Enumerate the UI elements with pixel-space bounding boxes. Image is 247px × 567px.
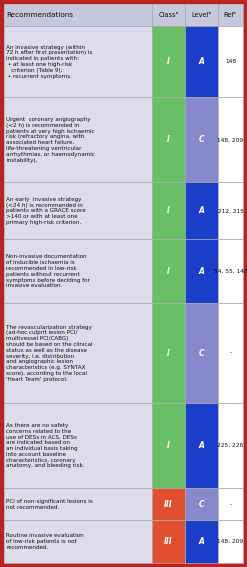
Bar (4, 239, 152, 303)
Bar (152, 26, 185, 97)
Bar (4, 303, 152, 403)
Bar (152, 183, 185, 239)
Bar (185, 403, 218, 488)
Text: C: C (199, 136, 204, 144)
Text: 54, 55, 148: 54, 55, 148 (214, 269, 247, 274)
Bar (185, 303, 218, 403)
Bar (185, 26, 218, 97)
Text: I: I (167, 136, 170, 144)
Text: I: I (167, 267, 170, 276)
Bar (218, 97, 243, 183)
Bar (4, 26, 152, 97)
Text: I: I (167, 57, 170, 66)
Bar (4, 4, 152, 26)
Bar (218, 488, 243, 521)
Text: An invasive strategy (within
72 h after first presentation) is
indicated in pati: An invasive strategy (within 72 h after … (6, 45, 92, 79)
Bar (185, 239, 218, 303)
Bar (218, 403, 243, 488)
Bar (152, 488, 185, 521)
Text: Urgent  coronary angiography
(<2 h) is recommended in
patients at very high isch: Urgent coronary angiography (<2 h) is re… (6, 117, 95, 163)
Text: -: - (229, 350, 232, 356)
Bar (218, 26, 243, 97)
Text: 225, 226: 225, 226 (217, 443, 244, 448)
Text: 148: 148 (225, 59, 236, 64)
Bar (152, 303, 185, 403)
Bar (4, 521, 152, 563)
Text: 212, 215: 212, 215 (218, 209, 244, 213)
Bar (4, 488, 152, 521)
Text: Routine invasive evaluation
of low-risk patients is not
recommended.: Routine invasive evaluation of low-risk … (6, 534, 84, 550)
Text: C: C (199, 349, 204, 358)
Text: A: A (199, 441, 205, 450)
Text: PCI of non-significant lesions is
not recommended.: PCI of non-significant lesions is not re… (6, 499, 93, 510)
Bar (218, 4, 243, 26)
Text: As there are no safety
concerns related to the
use of DESs in ACS, DESs
are indi: As there are no safety concerns related … (6, 423, 84, 468)
Text: A: A (199, 206, 205, 215)
Bar (218, 183, 243, 239)
Text: -: - (229, 502, 232, 507)
Bar (4, 97, 152, 183)
Bar (218, 239, 243, 303)
Text: 148, 209: 148, 209 (217, 539, 244, 544)
Text: A: A (199, 57, 205, 66)
Text: Levelᵇ: Levelᵇ (191, 12, 212, 18)
Text: An early  invasive strategy
(<24 h) is recommended in
patients with a GRACE scor: An early invasive strategy (<24 h) is re… (6, 197, 86, 225)
Text: I: I (167, 349, 170, 358)
Text: 148, 209: 148, 209 (217, 137, 244, 142)
Bar (152, 403, 185, 488)
Text: III: III (164, 537, 173, 546)
Text: Classᵃ: Classᵃ (158, 12, 179, 18)
Text: Non-invasive documentation
of inducible ischaemia is
recommended in low-risk
pat: Non-invasive documentation of inducible … (6, 255, 90, 289)
Text: A: A (199, 537, 205, 546)
Text: The revascularization strategy
(ad-hoc culprit lesion PCI/
multivessel PCI/CABG): The revascularization strategy (ad-hoc c… (6, 324, 92, 382)
Bar (152, 97, 185, 183)
Text: I: I (167, 441, 170, 450)
Text: Refᶜ: Refᶜ (224, 12, 237, 18)
Text: Recommendations: Recommendations (6, 12, 73, 18)
Bar (218, 303, 243, 403)
Bar (152, 239, 185, 303)
Bar (152, 4, 185, 26)
Bar (185, 97, 218, 183)
Bar (185, 521, 218, 563)
Bar (218, 521, 243, 563)
Bar (152, 521, 185, 563)
Bar (185, 183, 218, 239)
Text: I: I (167, 206, 170, 215)
Bar (4, 403, 152, 488)
Bar (185, 4, 218, 26)
Text: A: A (199, 267, 205, 276)
Bar (4, 183, 152, 239)
Text: III: III (164, 500, 173, 509)
Text: C: C (199, 500, 204, 509)
Bar (185, 488, 218, 521)
